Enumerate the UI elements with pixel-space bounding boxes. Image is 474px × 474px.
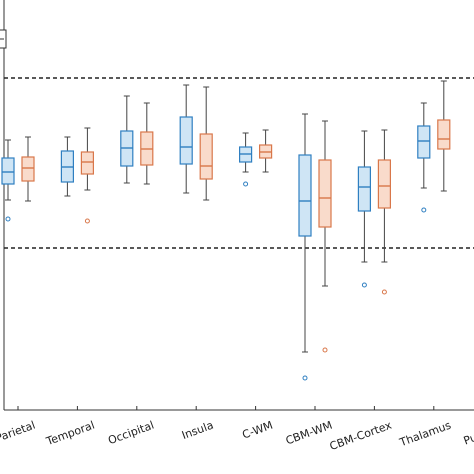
- x-tick-label: C-WM: [241, 419, 275, 442]
- box: [357, 166, 371, 212]
- box: [417, 125, 431, 159]
- box: [377, 159, 391, 209]
- box: [21, 156, 35, 182]
- box: [298, 154, 312, 237]
- outlier: [302, 375, 308, 381]
- x-tick-label: CBM-Cortex: [328, 418, 394, 453]
- outlier: [381, 289, 387, 295]
- x-tick-label: Putamen: [462, 419, 474, 448]
- x-tick-label: Occipital: [106, 419, 156, 448]
- x-tick-label: Parietal: [0, 419, 37, 445]
- box: [199, 133, 213, 180]
- outlier: [322, 347, 328, 353]
- outlier: [361, 282, 367, 288]
- x-tick-label: Insula: [180, 419, 215, 442]
- box: [437, 119, 451, 150]
- outlier: [243, 181, 249, 187]
- x-tick-label: CBM-WM: [284, 419, 334, 448]
- box: [1, 157, 15, 185]
- outlier: [421, 207, 427, 213]
- outlier: [5, 216, 11, 222]
- x-tick-label: Thalamus: [397, 419, 453, 450]
- outlier: [84, 218, 90, 224]
- box: [318, 159, 332, 228]
- x-tick-label: Temporal: [44, 419, 97, 449]
- box: [179, 116, 193, 165]
- box: [80, 151, 95, 175]
